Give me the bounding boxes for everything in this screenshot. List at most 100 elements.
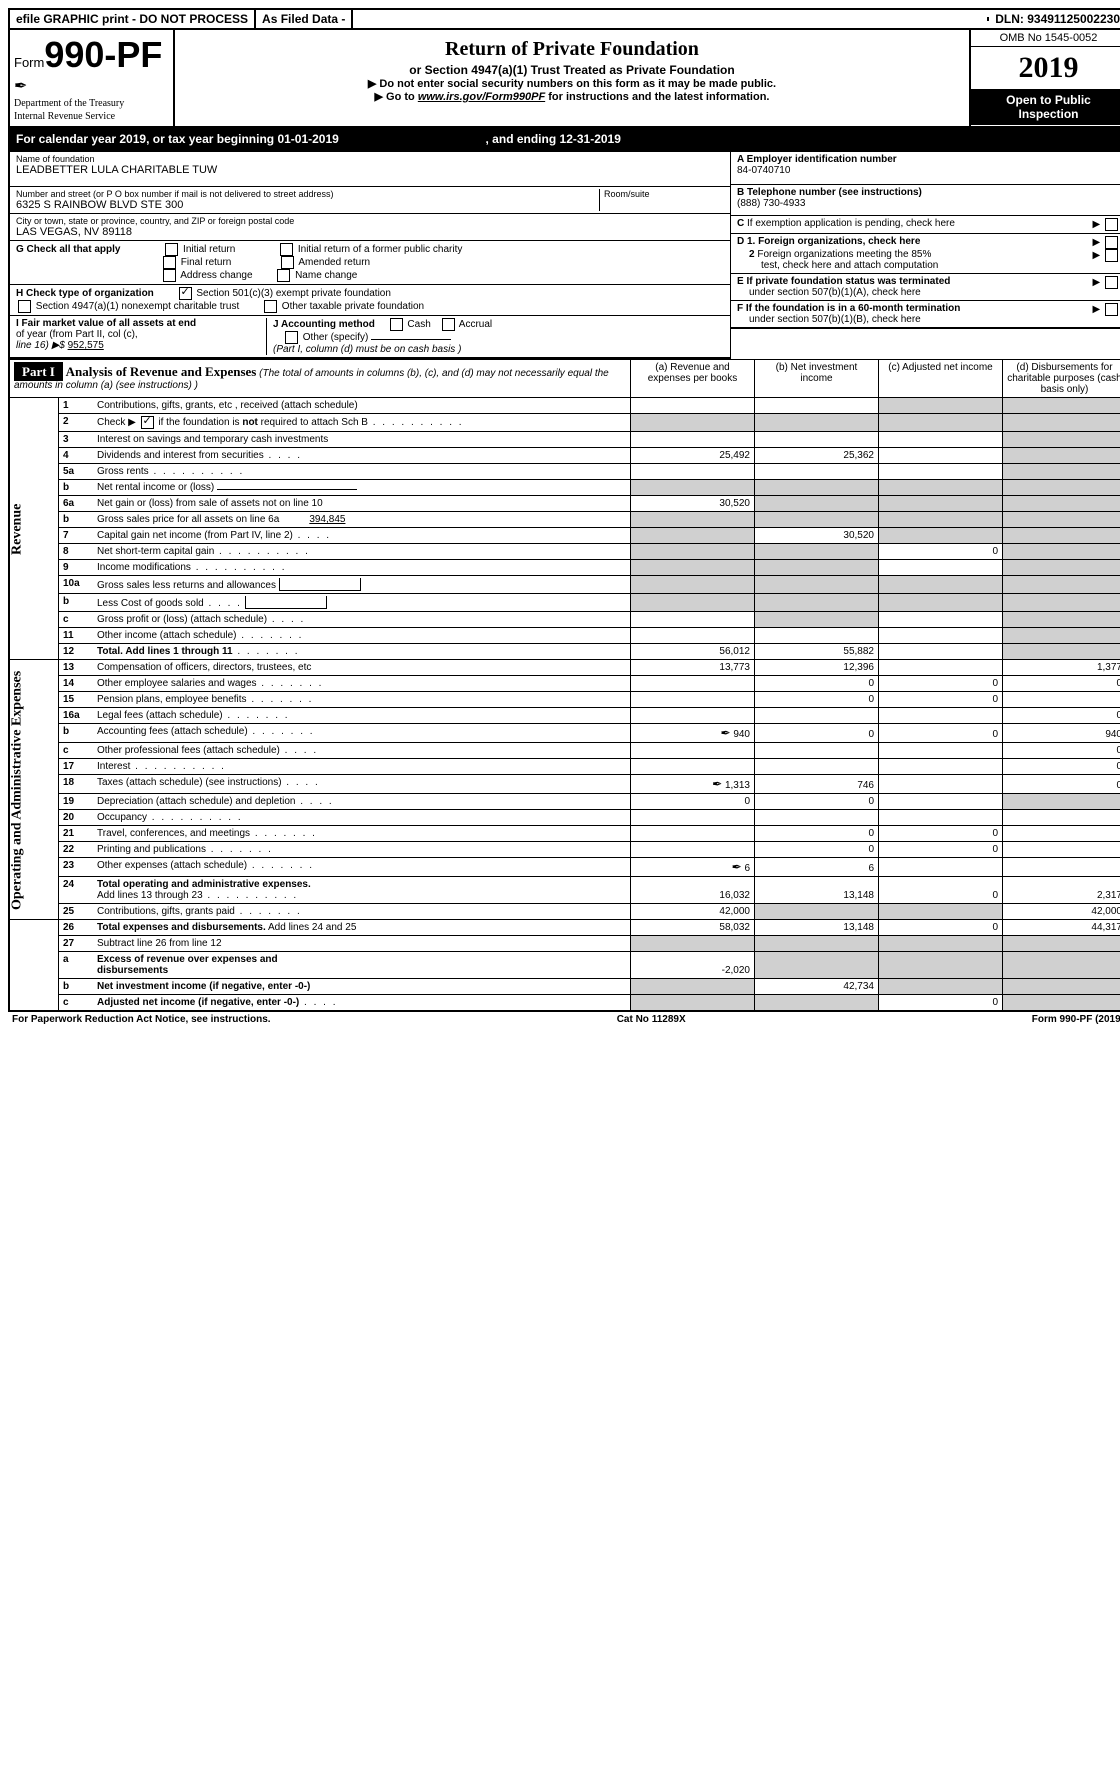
line3-desc: Interest on savings and temporary cash i… <box>93 432 631 448</box>
checkbox-initial-former[interactable] <box>280 243 293 256</box>
checkbox-address-change[interactable] <box>163 269 176 282</box>
i-label-a: I Fair market value of all assets at end <box>16 318 196 329</box>
val-16bc: 0 <box>879 724 1003 743</box>
footer-right: Form 990-PF (2019) <box>1032 1014 1120 1025</box>
checkbox-schb[interactable]: ✓ <box>141 416 154 429</box>
row-16a: 16aLegal fees (attach schedule) 0 <box>9 708 1120 724</box>
val-15b: 0 <box>755 692 879 708</box>
d2a: Foreign organizations meeting the 85% <box>757 249 931 260</box>
address-value: 6325 S RAINBOW BLVD STE 300 <box>16 199 599 211</box>
opt-initial-return: Initial return <box>183 244 235 255</box>
checkbox-accrual[interactable] <box>442 318 455 331</box>
checkbox-d2[interactable] <box>1105 249 1118 262</box>
a-value: 84-0740710 <box>737 165 790 176</box>
i-label-b: of year (from Part II, col (c), <box>16 329 138 340</box>
checkbox-501c3[interactable]: ✓ <box>179 287 192 300</box>
checkbox-other-method[interactable] <box>285 331 298 344</box>
val-14d: 0 <box>1003 676 1120 692</box>
instr-2: ▶ Go to www.irs.gov/Form990PF for instru… <box>185 90 959 103</box>
g-label: G Check all that apply <box>16 244 120 255</box>
asfiled-label: As Filed Data - <box>256 10 353 28</box>
val-4b: 25,362 <box>755 448 879 464</box>
checkbox-initial-return[interactable] <box>165 243 178 256</box>
checkbox-other-taxable[interactable] <box>264 300 277 313</box>
val-14b: 0 <box>755 676 879 692</box>
val-16bd: 940 <box>1003 724 1120 743</box>
row-1: Revenue 1 Contributions, gifts, grants, … <box>9 398 1120 414</box>
row-25: 25Contributions, gifts, grants paid 42,0… <box>9 904 1120 920</box>
r2b: if the foundation is <box>156 417 243 428</box>
val-24b: 13,148 <box>755 877 879 904</box>
attachment-icon[interactable]: ✒ <box>720 726 730 740</box>
row-10b: bLess Cost of goods sold <box>9 594 1120 612</box>
calendar-year-row: For calendar year 2019, or tax year begi… <box>8 128 1120 152</box>
i-value: 952,575 <box>68 340 104 351</box>
e-a: E If private foundation status was termi… <box>737 276 950 287</box>
line27a-b: disbursements <box>97 965 168 976</box>
d2b: test, check here and attach computation <box>749 260 938 271</box>
row-19: 19Depreciation (attach schedule) and dep… <box>9 794 1120 810</box>
line10c-desc: Gross profit or (loss) (attach schedule) <box>97 614 267 625</box>
val-4a: 25,492 <box>631 448 755 464</box>
e-b: under section 507(b)(1)(A), check here <box>737 287 921 298</box>
line26a-desc: Total expenses and disbursements. <box>97 922 266 933</box>
a-cell: A Employer identification number 84-0740… <box>731 152 1120 185</box>
checkbox-e[interactable] <box>1105 276 1118 289</box>
d-cell: D 1. Foreign organizations, check here▶ … <box>731 234 1120 274</box>
checkbox-cash[interactable] <box>390 318 403 331</box>
line16b-desc: Accounting fees (attach schedule) <box>97 726 248 737</box>
row-9: 9Income modifications <box>9 560 1120 576</box>
room-label: Room/suite <box>604 189 724 199</box>
line19-desc: Depreciation (attach schedule) and deple… <box>97 796 295 807</box>
line15-desc: Pension plans, employee benefits <box>97 694 247 705</box>
opt-501c3: Section 501(c)(3) exempt private foundat… <box>196 288 391 299</box>
opt-accrual: Accrual <box>459 319 492 330</box>
checkbox-amended[interactable] <box>281 256 294 269</box>
row-14: 14Other employee salaries and wages 000 <box>9 676 1120 692</box>
f-b: under section 507(b)(1)(B), check here <box>737 314 921 325</box>
val-7b: 30,520 <box>755 528 879 544</box>
line9-desc: Income modifications <box>97 562 191 573</box>
checkbox-f[interactable] <box>1105 303 1118 316</box>
row-20: 20Occupancy <box>9 810 1120 826</box>
foundation-name: LEADBETTER LULA CHARITABLE TUW <box>16 164 724 176</box>
line16c-desc: Other professional fees (attach schedule… <box>97 745 280 756</box>
val-15c: 0 <box>879 692 1003 708</box>
line1-desc: Contributions, gifts, grants, etc , rece… <box>93 398 631 414</box>
row-27: 27Subtract line 26 from line 12 <box>9 936 1120 952</box>
val-26d: 44,317 <box>1003 920 1120 936</box>
opt-amended: Amended return <box>298 257 370 268</box>
line12-desc: Total. Add lines 1 through 11 <box>97 646 233 657</box>
line20-desc: Occupancy <box>97 812 147 823</box>
form-prefix: Form <box>14 55 44 70</box>
row-5b: bNet rental income or (loss) <box>9 480 1120 496</box>
checkbox-d1[interactable] <box>1105 236 1118 249</box>
opt-name-change: Name change <box>295 270 357 281</box>
row-26: 26Total expenses and disbursements. Add … <box>9 920 1120 936</box>
row-5a: 5aGross rents <box>9 464 1120 480</box>
form-number: 990-PF <box>44 34 162 75</box>
line27c-desc: Adjusted net income (if negative, enter … <box>97 997 299 1008</box>
irs-link[interactable]: www.irs.gov/Form990PF <box>418 91 545 103</box>
opt-4947: Section 4947(a)(1) nonexempt charitable … <box>36 301 239 312</box>
dln-label: DLN: 93491125002230 <box>989 10 1120 28</box>
line22-desc: Printing and publications <box>97 844 206 855</box>
r2c: not <box>242 417 258 428</box>
checkbox-name-change[interactable] <box>277 269 290 282</box>
instr2-post: for instructions and the latest informat… <box>545 91 769 103</box>
attachment-icon-18[interactable]: ✒ <box>712 777 722 791</box>
b-value: (888) 730-4933 <box>737 198 805 209</box>
checkbox-final[interactable] <box>163 256 176 269</box>
inspection-badge: Open to Public Inspection <box>971 89 1120 125</box>
b-label: B Telephone number (see instructions) <box>737 187 922 198</box>
line21-desc: Travel, conferences, and meetings <box>97 828 250 839</box>
row-21: 21Travel, conferences, and meetings 00 <box>9 826 1120 842</box>
j-label: J Accounting method <box>273 319 375 330</box>
attachment-icon-23[interactable]: ✒ <box>732 860 742 874</box>
checkbox-4947[interactable] <box>18 300 31 313</box>
val-16ba: 940 <box>733 729 750 740</box>
val-24c: 0 <box>879 877 1003 904</box>
line7-desc: Capital gain net income (from Part IV, l… <box>97 530 293 541</box>
e-cell: E If private foundation status was termi… <box>731 274 1120 301</box>
checkbox-c[interactable] <box>1105 218 1118 231</box>
